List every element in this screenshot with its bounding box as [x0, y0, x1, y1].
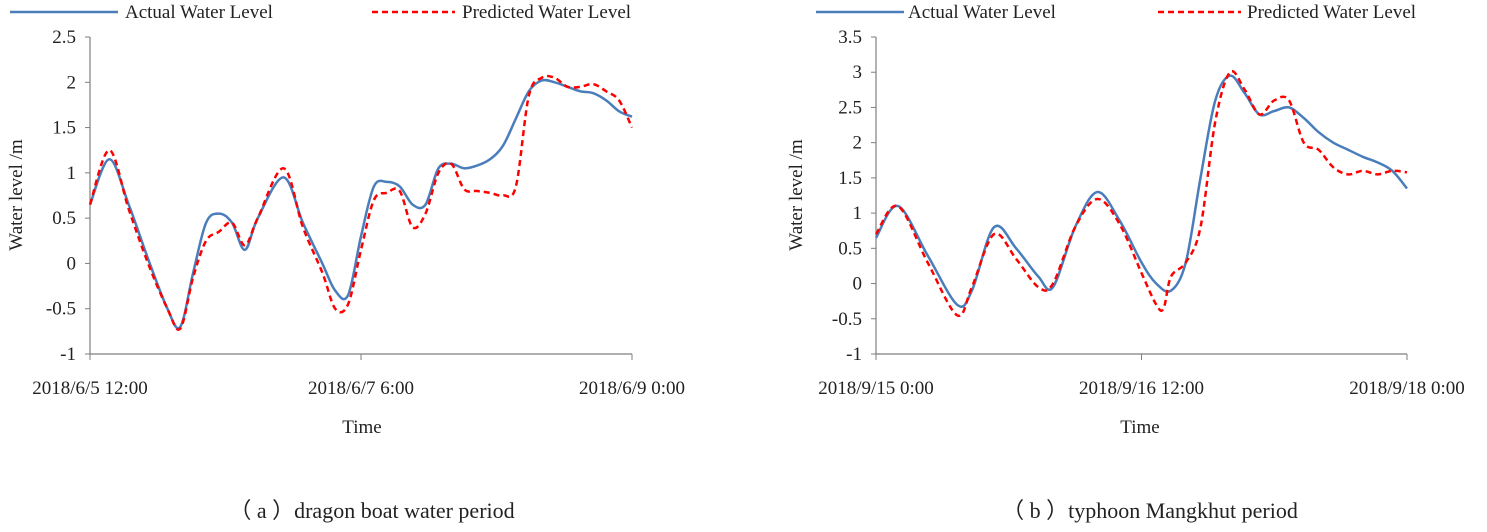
- legend: Actual Water Level Predicted Water Level: [816, 2, 1416, 23]
- legend-predicted-label: Predicted Water Level: [462, 2, 631, 23]
- chart-panel-a: Actual Water Level Predicted Water Level…: [0, 0, 743, 527]
- x-tick-label: 2018/9/15 0:00: [818, 378, 934, 399]
- y-tick-label: 1.5: [52, 118, 76, 139]
- y-tick-label: 1: [67, 163, 77, 184]
- y-tick-label: 0: [853, 274, 863, 295]
- chart-b: Actual Water Level Predicted Water Level…: [786, 2, 1465, 523]
- y-tick-label: 2: [67, 72, 77, 93]
- y-tick-label: 3.5: [838, 27, 862, 48]
- legend: Actual Water Level Predicted Water Level: [10, 2, 631, 23]
- predicted-water-level-line: [874, 69, 1408, 318]
- actual-water-level-line: [88, 78, 633, 330]
- y-tick-label: -1: [60, 344, 76, 365]
- legend-actual-label: Actual Water Level: [908, 2, 1056, 23]
- legend-predicted-label: Predicted Water Level: [1247, 2, 1416, 23]
- y-tick-label: -1: [846, 344, 862, 365]
- axes: -1 -0.5 0 0.5 1 1.5 2 2.5 2018/6/5 12:00 2018/6/7…: [32, 27, 685, 399]
- x-tick-label: 2018/9/18 0:00: [1349, 378, 1465, 399]
- y-tick-label: 2: [853, 133, 863, 154]
- y-tick-label: 2.5: [52, 27, 76, 48]
- x-tick-label: 2018/6/7 6:00: [308, 378, 414, 399]
- y-axis-title: Water level /m: [786, 139, 807, 251]
- axes: -1 -0.5 0 0.5 1 1.5 2 2.5 3 3.5 2018/9/15 0:00 2018…: [818, 27, 1465, 399]
- y-tick-label: -0.5: [832, 309, 862, 330]
- legend-actual-label: Actual Water Level: [125, 2, 273, 23]
- y-tick-label: 2.5: [838, 97, 862, 118]
- caption: （ a ）dragon boat water period: [229, 498, 514, 523]
- chart-a: Actual Water Level Predicted Water Level…: [6, 2, 685, 523]
- y-tick-label: 0.5: [52, 208, 76, 229]
- y-tick-label: 0.5: [838, 238, 862, 259]
- y-tick-label: 1.5: [838, 168, 862, 189]
- predicted-water-level-line: [88, 74, 634, 331]
- x-axis-title: Time: [342, 417, 381, 438]
- chart-panel-b: Actual Water Level Predicted Water Level…: [744, 0, 1487, 527]
- y-tick-label: 3: [853, 62, 863, 83]
- y-tick-label: 0: [67, 253, 77, 274]
- actual-water-level-line: [874, 74, 1408, 309]
- x-axis-title: Time: [1120, 417, 1159, 438]
- y-axis-title: Water level /m: [6, 139, 27, 251]
- caption: （ b ）typhoon Mangkhut period: [1002, 498, 1298, 523]
- y-tick-label: -0.5: [46, 299, 76, 320]
- y-tick-label: 1: [853, 203, 863, 224]
- x-tick-label: 2018/6/5 12:00: [32, 378, 148, 399]
- x-tick-label: 2018/6/9 0:00: [579, 378, 685, 399]
- x-tick-label: 2018/9/16 12:00: [1079, 378, 1204, 399]
